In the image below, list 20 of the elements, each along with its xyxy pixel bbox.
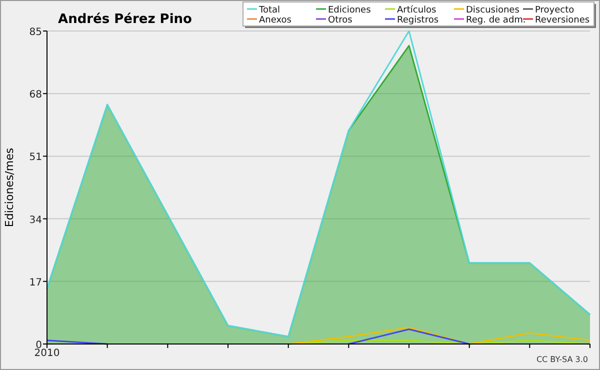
legend-label: Anexos — [259, 16, 292, 26]
legend-label: Total — [258, 6, 280, 16]
y-tick-label: 68 — [29, 90, 42, 101]
y-axis-title: Ediciones/mes — [3, 148, 16, 228]
chart-title: Andrés Pérez Pino — [58, 12, 192, 27]
legend-label: Artículos — [397, 4, 437, 16]
line-series — [288, 326, 591, 345]
y-tick-label: 34 — [29, 214, 42, 226]
legend-label: Reversiones — [535, 16, 590, 26]
legend-label: Proyecto — [535, 6, 575, 16]
x-tick-label: 2010 — [34, 348, 60, 359]
y-tick-label: 17 — [29, 277, 42, 288]
y-tick-label: 85 — [29, 27, 42, 38]
legend-label: Discusiones — [466, 6, 520, 16]
legend-label: Registros — [397, 16, 439, 26]
text: CC BY-SA 3.0 — [536, 355, 588, 364]
legend-label: Otros — [328, 16, 353, 26]
y-tick-label: 51 — [29, 152, 42, 164]
legend-label: Ediciones — [328, 6, 372, 16]
legend-label: Reg. de adm. — [466, 16, 526, 26]
